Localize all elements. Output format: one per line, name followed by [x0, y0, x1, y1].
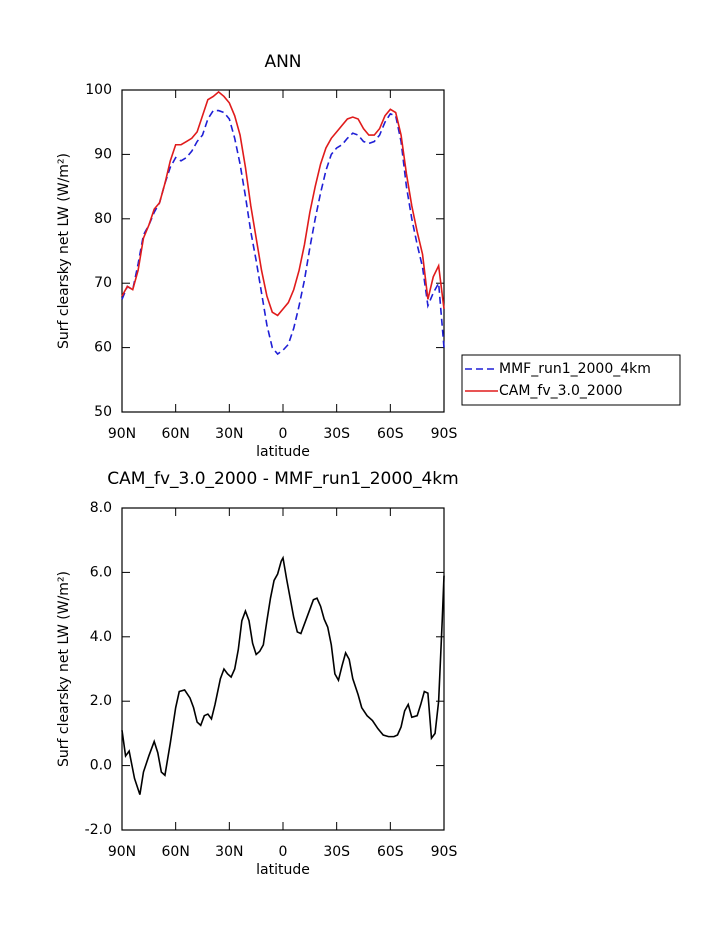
y-tick-label: 50	[94, 404, 112, 420]
x-tick-label: 90N	[108, 844, 136, 860]
x-tick-label: 30N	[215, 426, 243, 442]
y-axis-label: Surf clearsky net LW (W/m²)	[56, 571, 72, 767]
data-line	[121, 109, 445, 356]
y-tick-label: -2.0	[85, 822, 112, 838]
x-tick-label: 30S	[323, 426, 350, 442]
x-axis-label: latitude	[256, 444, 310, 460]
y-axis-label: Surf clearsky net LW (W/m²)	[56, 153, 72, 349]
x-tick-label: 60S	[377, 844, 404, 860]
x-tick-label: 30N	[215, 844, 243, 860]
x-tick-label: 90N	[108, 426, 136, 442]
y-tick-label: 80	[94, 211, 112, 227]
x-tick-label: 90S	[431, 426, 458, 442]
x-tick-label: 60N	[162, 844, 190, 860]
y-tick-label: 2.0	[90, 693, 112, 709]
legend-label: CAM_fv_3.0_2000	[499, 383, 623, 399]
x-tick-label: 30S	[323, 844, 350, 860]
data-line	[121, 555, 445, 795]
data-line	[121, 90, 445, 317]
chart-title: ANN	[264, 52, 301, 72]
y-tick-label: 100	[85, 82, 112, 98]
y-tick-label: 0.0	[90, 758, 112, 774]
y-tick-label: 70	[94, 275, 112, 291]
y-tick-label: 60	[94, 340, 112, 356]
x-axis-label: latitude	[256, 862, 310, 878]
chart-title: CAM_fv_3.0_2000 - MMF_run1_2000_4km	[107, 469, 458, 489]
x-tick-label: 0	[279, 426, 288, 442]
plot-frame	[121, 89, 445, 413]
legend-box	[461, 354, 681, 406]
x-tick-label: 60N	[162, 426, 190, 442]
legend-label: MMF_run1_2000_4km	[499, 361, 651, 377]
y-tick-label: 8.0	[90, 500, 112, 516]
y-tick-label: 6.0	[90, 564, 112, 580]
x-tick-label: 90S	[431, 844, 458, 860]
x-tick-label: 0	[279, 844, 288, 860]
y-tick-label: 4.0	[90, 629, 112, 645]
x-tick-label: 60S	[377, 426, 404, 442]
y-tick-label: 90	[94, 146, 112, 162]
